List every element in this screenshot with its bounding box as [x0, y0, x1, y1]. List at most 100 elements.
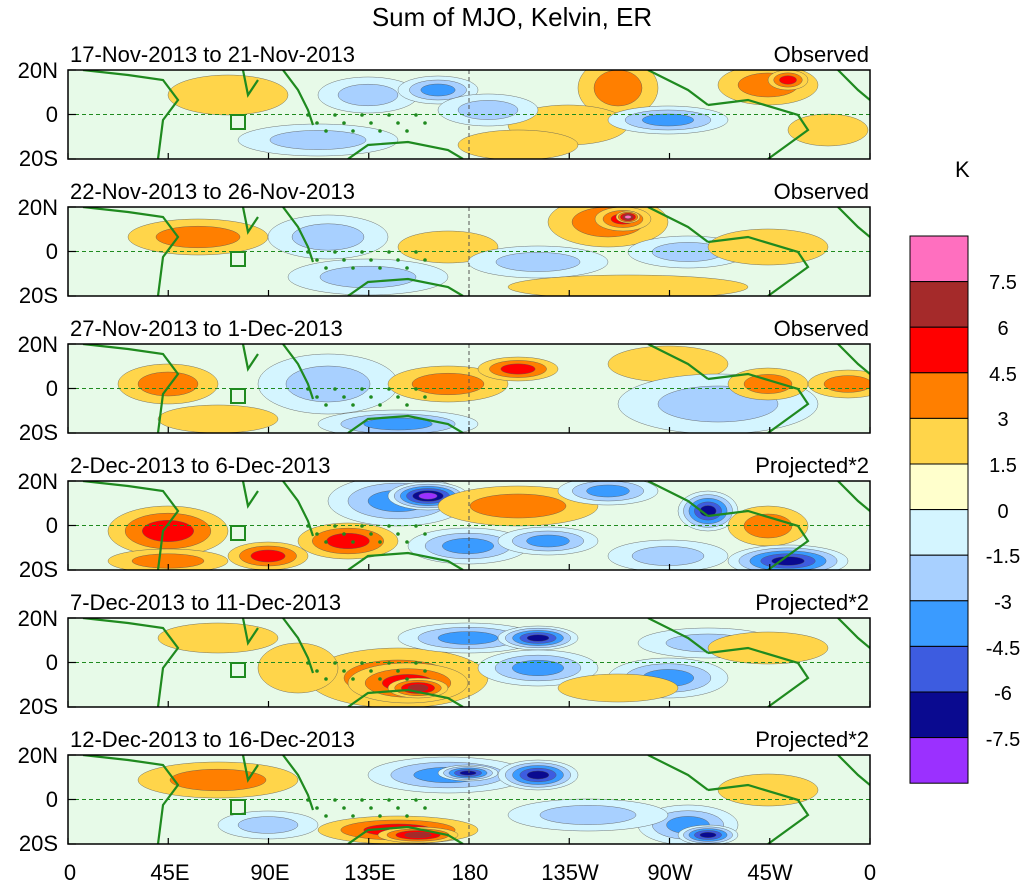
island: [351, 677, 355, 681]
island: [387, 661, 391, 665]
map-panel-3: [68, 344, 870, 433]
anomaly-contour: [437, 631, 499, 645]
island: [405, 403, 409, 407]
y-tick-20n: 20N: [17, 606, 58, 631]
coastline: [347, 140, 464, 159]
coastline: [347, 414, 464, 433]
anomaly-contour: [526, 770, 550, 780]
coastline: [647, 481, 709, 517]
island: [342, 669, 346, 673]
island: [378, 677, 382, 681]
island: [414, 113, 418, 117]
anomaly-contour: [779, 75, 797, 85]
island: [423, 395, 427, 399]
x-tick-45e: 45E: [150, 860, 190, 885]
x-tick-135w: 135W: [541, 860, 599, 885]
colorbar-swatch: [909, 509, 969, 556]
island: [414, 524, 418, 528]
colorbar-label: 7.5: [989, 272, 1017, 294]
anomaly-contour: [411, 373, 485, 396]
x-tick-90e: 90E: [250, 860, 290, 885]
coastline: [282, 70, 315, 126]
anomaly-contour: [526, 534, 570, 548]
island: [324, 814, 328, 818]
colorbar-swatch: [909, 600, 969, 647]
island: [369, 669, 373, 673]
anomaly-contour: [285, 365, 371, 403]
island: [405, 677, 409, 681]
y-tick-0: 0: [45, 376, 58, 401]
colorbar-label: -4.5: [985, 638, 1021, 660]
colorbar-label: 6: [997, 318, 1009, 340]
colorbar-swatch: [909, 645, 969, 693]
island: [414, 250, 418, 254]
anomaly-contour: [507, 274, 749, 296]
anomaly-contour: [642, 113, 694, 127]
x-tick-0: 0: [63, 860, 77, 885]
colorbar-swatch: [909, 554, 969, 602]
colorbar-swatch: [909, 737, 969, 784]
anomaly-contour: [397, 230, 499, 264]
y-tick-20n: 20N: [17, 195, 58, 220]
colorbar-swatch: [909, 281, 969, 328]
island: [342, 532, 346, 536]
island: [378, 814, 382, 818]
island: [342, 121, 346, 125]
island: [315, 121, 319, 125]
coastline: [647, 618, 709, 654]
y-tick-0: 0: [45, 513, 58, 538]
anomaly-contour: [457, 129, 579, 159]
island: [405, 540, 409, 544]
y-tick-20n: 20N: [17, 743, 58, 768]
panel-4-type: Projected*2: [755, 453, 869, 478]
y-tick-0: 0: [45, 102, 58, 127]
island: [378, 403, 382, 407]
anomaly-contour: [250, 549, 286, 563]
colorbar-unit: K: [955, 157, 970, 182]
anomaly-contour: [699, 832, 717, 838]
island: [351, 129, 355, 133]
coastline: [347, 688, 464, 707]
coastline: [647, 755, 709, 791]
anomaly-contour: [631, 546, 705, 566]
anomaly-contour: [557, 673, 679, 703]
anomaly-contour: [457, 100, 519, 120]
coastline: [837, 618, 870, 649]
panel-1-date: 17-Nov-2013 to 21-Nov-2013: [70, 42, 355, 67]
anomaly-contour: [459, 770, 477, 776]
island: [414, 798, 418, 802]
coastline: [82, 344, 180, 433]
map-panel-6: [68, 755, 870, 844]
panel-6-type: Projected*2: [755, 727, 869, 752]
island: [324, 403, 328, 407]
island: [369, 121, 373, 125]
x-tick-90w: 90W: [647, 860, 693, 885]
anomaly-contour: [707, 228, 829, 266]
colorbar-swatch: [909, 691, 969, 739]
coastline: [241, 344, 259, 372]
x-tick-0-end: 0: [863, 860, 877, 885]
colorbar-swatch: [909, 417, 969, 465]
panel-4-date: 2-Dec-2013 to 6-Dec-2013: [70, 453, 331, 478]
island: [315, 806, 319, 810]
x-tick-180: 180: [451, 860, 489, 885]
anomaly-contour: [319, 266, 417, 289]
colorbar-label: 1.5: [989, 455, 1017, 477]
island: [315, 258, 319, 262]
map-panel-2: [68, 207, 870, 296]
coastline: [347, 825, 464, 844]
island: [396, 121, 400, 125]
anomaly-contour: [291, 223, 365, 251]
map-panel-5: [68, 618, 870, 707]
island: [387, 524, 391, 528]
y-tick-0: 0: [45, 787, 58, 812]
y-tick-0: 0: [45, 239, 58, 264]
coastline: [647, 207, 709, 243]
coastline: [837, 207, 870, 238]
coastline: [241, 481, 259, 509]
coastline: [282, 207, 315, 263]
x-tick-45w: 45W: [747, 860, 793, 885]
island: [351, 403, 355, 407]
panel-1-type: Observed: [773, 42, 869, 67]
anomaly-contour: [420, 83, 456, 97]
